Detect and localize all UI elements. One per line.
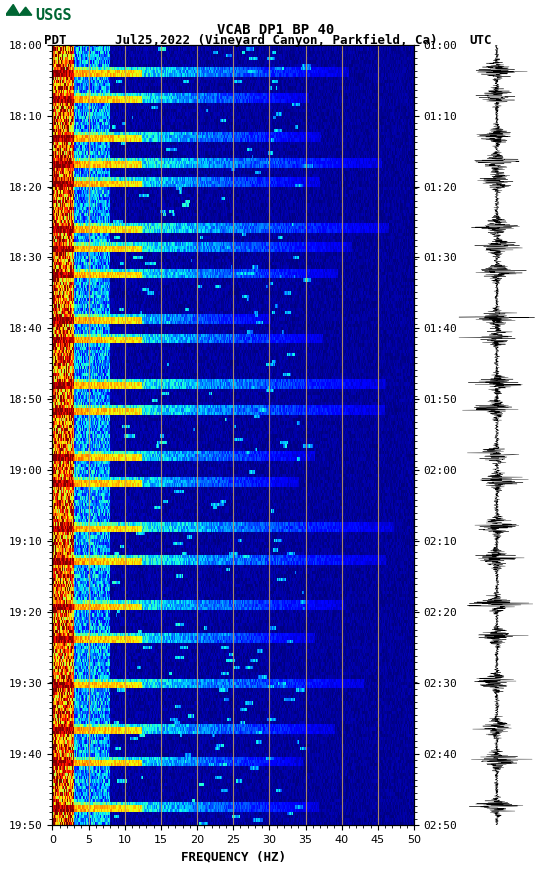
Text: PDT: PDT [44,34,67,47]
X-axis label: FREQUENCY (HZ): FREQUENCY (HZ) [181,850,286,863]
Text: USGS: USGS [35,8,71,22]
Text: UTC: UTC [469,34,491,47]
Polygon shape [6,4,32,15]
Text: Jul25,2022 (Vineyard Canyon, Parkfield, Ca): Jul25,2022 (Vineyard Canyon, Parkfield, … [115,34,437,47]
Text: VCAB DP1 BP 40: VCAB DP1 BP 40 [217,23,335,37]
